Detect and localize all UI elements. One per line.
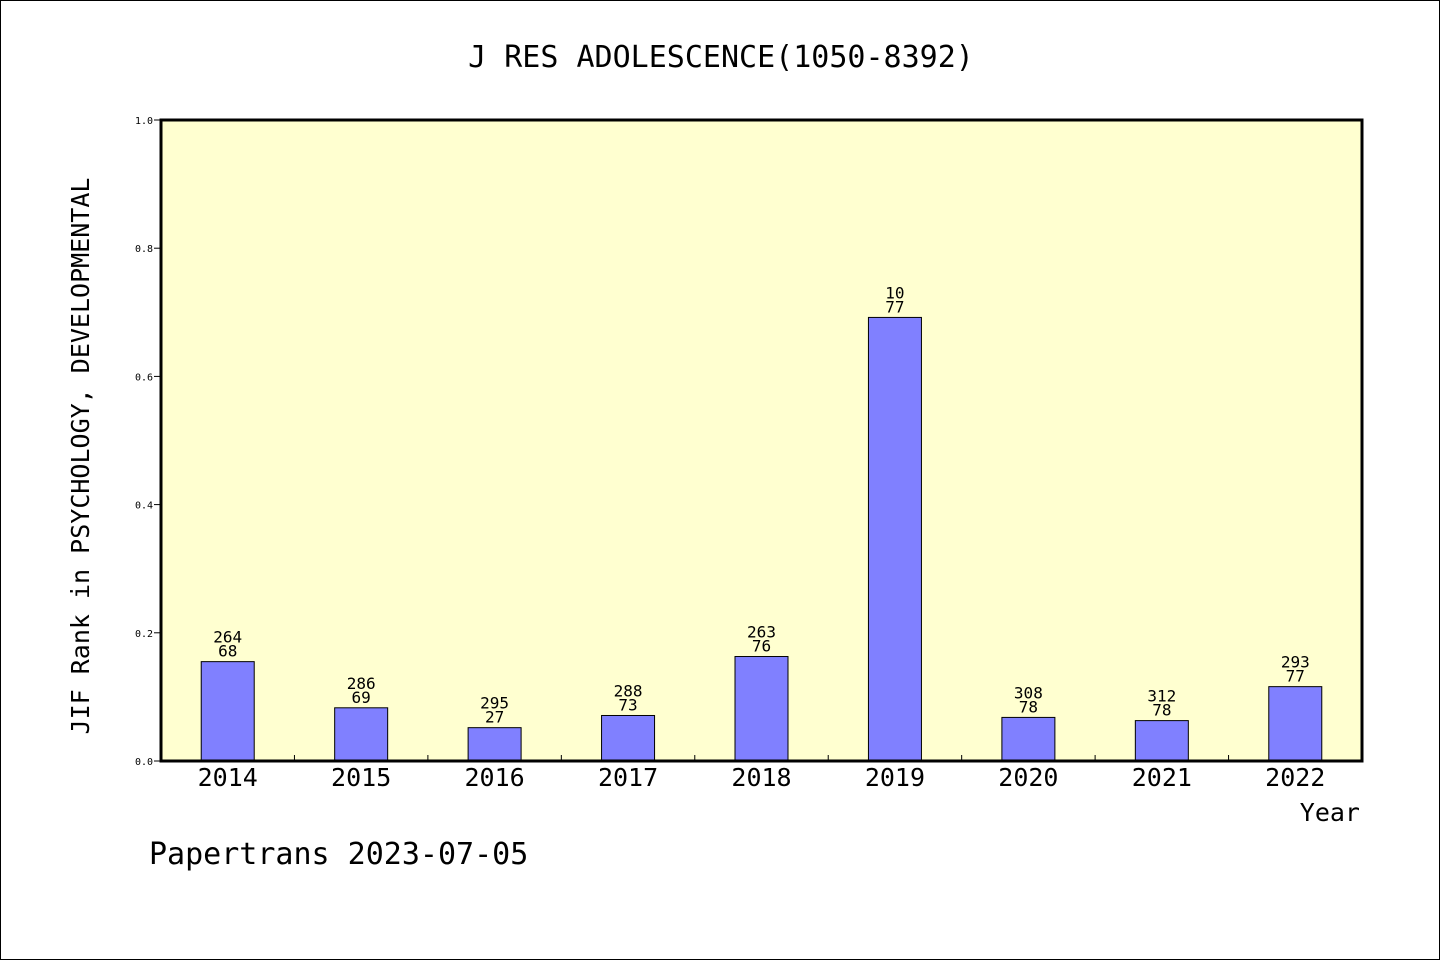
y-tick-label: 0.4	[135, 501, 153, 512]
bar-label-rank: 264	[213, 628, 242, 647]
bar	[200, 661, 255, 762]
chart-title: J RES ADOLESCENCE(1050-8392)	[468, 40, 974, 75]
bar-label-total: 27	[485, 708, 504, 727]
x-tick-label: 2017	[598, 763, 658, 792]
footer-credit: Papertrans 2023-07-05	[149, 837, 528, 872]
bar	[334, 707, 389, 762]
bar-label-rank: 286	[347, 674, 376, 693]
bar	[867, 316, 922, 762]
bar-series	[200, 316, 1323, 762]
bar-label-total: 77	[1286, 667, 1305, 686]
x-tick-label: 2021	[1132, 763, 1192, 792]
plot-border	[159, 118, 1364, 763]
bar-label-rank: 263	[747, 623, 776, 642]
x-tick-label: 2019	[865, 763, 925, 792]
x-axis-label: Year	[1300, 798, 1360, 827]
x-tick-label: 2020	[998, 763, 1058, 792]
bar	[1268, 686, 1323, 762]
plot-area	[161, 120, 1362, 761]
bar	[601, 714, 656, 762]
y-tick-label: 0.0	[135, 757, 153, 768]
x-axis: 2014 2015 2016 2017 2018 2019 2020 2021 2022	[198, 755, 1325, 792]
bar-label-total: 76	[752, 637, 771, 656]
bar	[1134, 720, 1189, 762]
y-axis: 0.0 0.2 0.4 0.6 0.8 1.0	[135, 116, 161, 768]
y-tick-label: 0.8	[135, 244, 153, 255]
x-tick-label: 2018	[731, 763, 791, 792]
y-tick-label: 0.6	[135, 372, 153, 383]
bar	[1001, 716, 1056, 762]
x-tick-label: 2022	[1265, 763, 1325, 792]
y-axis-label: JIF Rank in PSYCHOLOGY, DEVELOPMENTAL	[66, 178, 95, 735]
bar-label-rank: 312	[1147, 687, 1176, 706]
bar-label-total: 69	[352, 688, 371, 707]
bar-label-total: 77	[885, 297, 904, 316]
bar-label-rank: 293	[1281, 653, 1310, 672]
bar-label-rank: 308	[1014, 683, 1043, 702]
y-tick-label: 1.0	[135, 116, 153, 127]
bar-label-rank: 295	[480, 694, 509, 713]
bar-label-rank: 288	[614, 681, 643, 700]
bar-label-total: 78	[1019, 697, 1038, 716]
y-tick-label: 0.2	[135, 629, 153, 640]
bar-label-total: 78	[1152, 701, 1171, 720]
bar-label-rank: 10	[885, 283, 904, 302]
bar-label-total: 73	[618, 695, 637, 714]
x-tick-label: 2015	[331, 763, 391, 792]
bar-label-total: 68	[218, 642, 237, 661]
x-tick-label: 2014	[198, 763, 258, 792]
x-tick-label: 2016	[465, 763, 525, 792]
bar	[734, 656, 789, 762]
bar	[467, 727, 522, 762]
